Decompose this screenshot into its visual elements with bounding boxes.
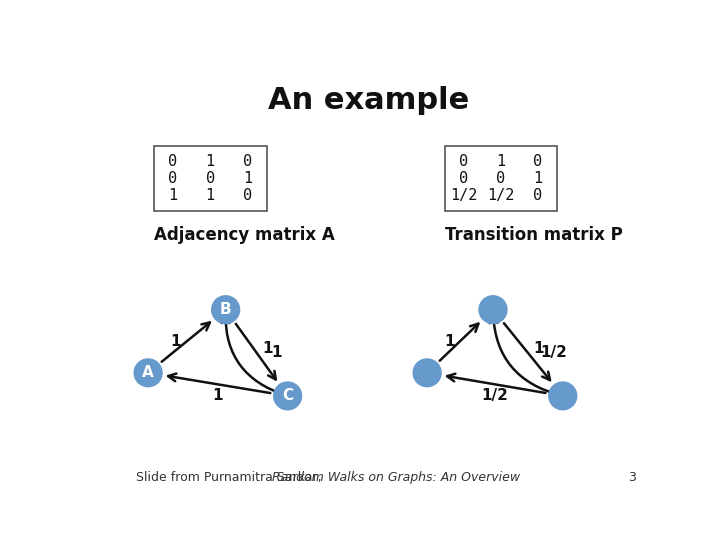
Text: Random Walks on Graphs: An Overview: Random Walks on Graphs: An Overview	[272, 471, 521, 484]
Text: Slide from Purnamitra Sarkar,: Slide from Purnamitra Sarkar,	[137, 471, 326, 484]
Text: 1/2: 1/2	[450, 188, 477, 203]
Text: 1: 1	[444, 334, 454, 349]
Text: 3: 3	[629, 471, 636, 484]
Circle shape	[479, 296, 507, 323]
Bar	[445, 146, 557, 211]
FancyArrowPatch shape	[490, 315, 560, 395]
Circle shape	[274, 382, 302, 410]
Text: Transition matrix P: Transition matrix P	[445, 226, 623, 245]
Text: 1: 1	[534, 171, 542, 186]
Text: 0: 0	[534, 154, 542, 170]
Text: 1/2: 1/2	[541, 345, 567, 360]
Circle shape	[134, 359, 162, 387]
Text: 1: 1	[271, 345, 282, 360]
Text: 0: 0	[496, 171, 505, 186]
Text: 0: 0	[459, 171, 468, 186]
Text: 1/2: 1/2	[482, 388, 508, 403]
Text: 0: 0	[243, 154, 252, 170]
Text: 0: 0	[206, 171, 215, 186]
Text: 1: 1	[206, 154, 215, 170]
Text: 0: 0	[534, 188, 542, 203]
Text: 1: 1	[171, 334, 181, 349]
Text: B: B	[220, 302, 231, 317]
Text: 0: 0	[459, 154, 468, 170]
FancyArrowPatch shape	[222, 315, 285, 395]
Text: 1: 1	[534, 341, 544, 356]
Text: 0: 0	[168, 154, 178, 170]
Text: 1: 1	[168, 188, 178, 203]
Text: A: A	[143, 365, 154, 380]
Text: 1: 1	[262, 341, 273, 356]
Text: 0: 0	[243, 188, 252, 203]
Text: An example: An example	[269, 86, 469, 116]
Text: 1: 1	[212, 388, 223, 403]
Text: 0: 0	[168, 171, 178, 186]
Circle shape	[212, 296, 240, 323]
Text: 1/2: 1/2	[487, 188, 514, 203]
Text: Adjacency matrix A: Adjacency matrix A	[154, 226, 335, 245]
Circle shape	[413, 359, 441, 387]
Text: 1: 1	[206, 188, 215, 203]
Text: 1: 1	[243, 171, 252, 186]
Text: 1: 1	[496, 154, 505, 170]
Text: C: C	[282, 388, 293, 403]
Circle shape	[549, 382, 577, 410]
Bar	[154, 146, 266, 211]
